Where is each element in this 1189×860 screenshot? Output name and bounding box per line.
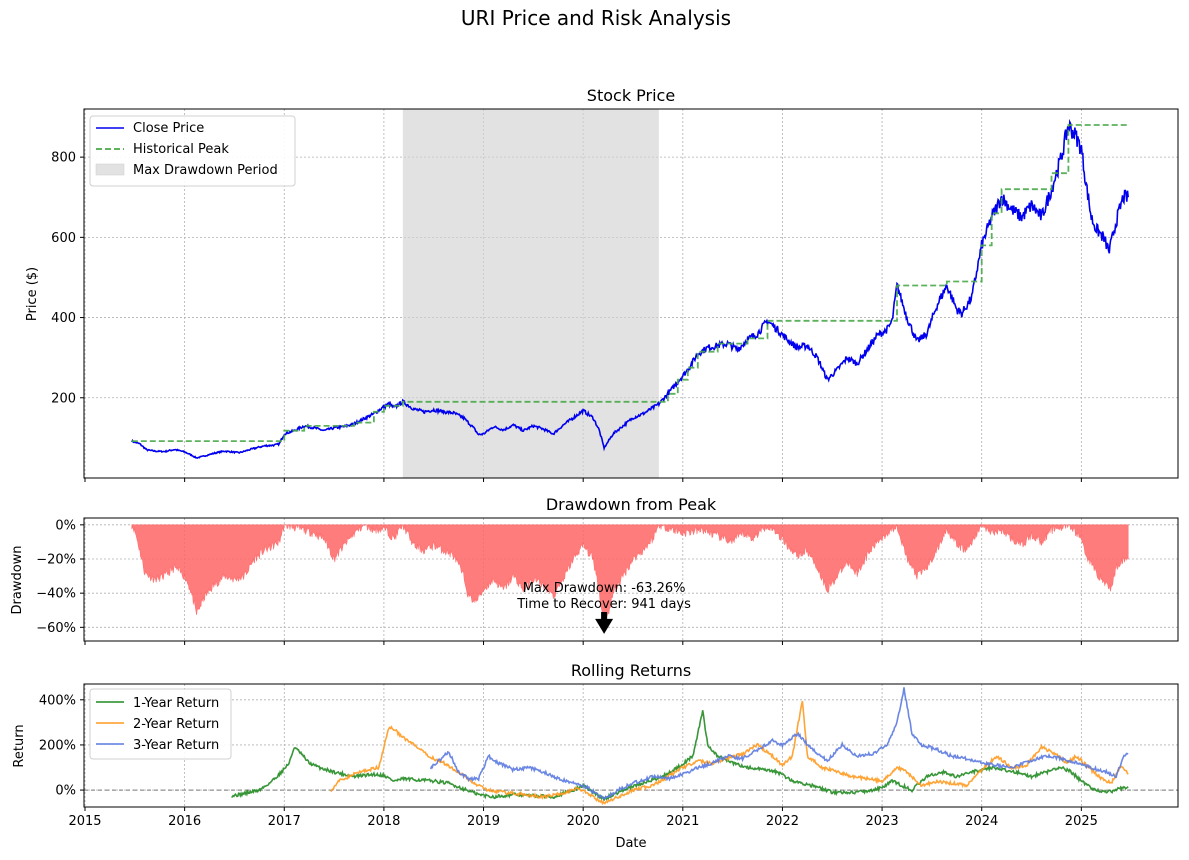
returns-ylabel: Return — [12, 724, 27, 767]
x-axis-label: Date — [615, 836, 646, 851]
x-tick-label: 2020 — [567, 814, 600, 829]
rolling-returns-title: Rolling Returns — [571, 661, 691, 680]
x-tick-label: 2024 — [965, 814, 998, 829]
close-price-line — [131, 118, 1129, 460]
return-3y-line — [429, 687, 1129, 801]
x-tick-label: 2016 — [168, 814, 201, 829]
drawdown-ylabel: Drawdown — [10, 545, 25, 614]
return-1y-line — [231, 710, 1129, 801]
figure-title: URI Price and Risk Analysis — [461, 6, 731, 30]
legend-label: Historical Peak — [133, 142, 229, 157]
axes-frame — [83, 108, 1179, 479]
plot-area — [131, 109, 1129, 478]
drawdown-area — [131, 523, 1129, 631]
returns-legend: 1-Year Return 2-Year Return 3-Year Return — [89, 688, 232, 760]
annotation-arrow-head — [595, 618, 614, 634]
legend-label: 1-Year Return — [133, 696, 219, 711]
x-tick-label: 2017 — [268, 814, 301, 829]
legend-label: Close Price — [133, 121, 204, 136]
y-tick-label: −60% — [36, 621, 76, 636]
return-2y-line — [330, 700, 1129, 806]
y-tick-label: −40% — [36, 587, 76, 602]
x-tick-label: 2023 — [866, 814, 899, 829]
legend-box — [89, 688, 232, 760]
x-tick-label: 2021 — [666, 814, 699, 829]
historical-peak-line — [131, 124, 1129, 442]
rolling-returns-panel: Rolling Returns Return Date 2015 2016 2017… — [12, 661, 1179, 851]
y-tick-label: 200% — [39, 738, 76, 753]
x-tick-label: 2018 — [367, 814, 400, 829]
max-drawdown-period-shade — [402, 109, 659, 478]
x-tick-label: 2025 — [1065, 814, 1098, 829]
drawdown-panel: Drawdown from Peak Drawdown 0% −20% −40% −6… — [10, 495, 1179, 645]
annotation-arrow-shaft — [601, 612, 608, 621]
y-tick-label: −20% — [36, 553, 76, 568]
legend-label: Max Drawdown Period — [133, 163, 278, 178]
stock-price-panel: Stock Price Price ($) 200 400 600 800 Close … — [25, 86, 1179, 482]
axes-frame — [83, 683, 1179, 808]
legend-swatch-shade — [95, 163, 125, 176]
y-tick-label: 0% — [55, 518, 76, 533]
price-legend: Close Price Historical Peak Max Drawdown P… — [89, 115, 296, 187]
drawdown-title: Drawdown from Peak — [546, 495, 717, 514]
stock-price-title: Stock Price — [587, 86, 675, 105]
legend-label: 3-Year Return — [133, 738, 219, 753]
y-tick-label: 0% — [55, 784, 76, 799]
plot-area — [131, 523, 1129, 631]
axes-frame — [83, 517, 1179, 642]
annotation-max-drawdown: Max Drawdown: -63.26% — [523, 581, 686, 596]
legend-box — [89, 115, 296, 187]
x-tick-label: 2022 — [766, 814, 799, 829]
annotation-recovery: Time to Recover: 941 days — [516, 597, 691, 612]
y-tick-label: 600 — [51, 231, 76, 246]
y-tick-label: 400 — [51, 311, 76, 326]
legend-label: 2-Year Return — [133, 717, 219, 732]
plot-area — [84, 687, 1178, 806]
y-tick-label: 800 — [51, 151, 76, 166]
x-tick-label: 2019 — [467, 814, 500, 829]
y-tick-label: 400% — [39, 693, 76, 708]
price-ylabel: Price ($) — [25, 267, 40, 321]
y-tick-label: 200 — [51, 391, 76, 406]
x-tick-label: 2015 — [68, 814, 101, 829]
